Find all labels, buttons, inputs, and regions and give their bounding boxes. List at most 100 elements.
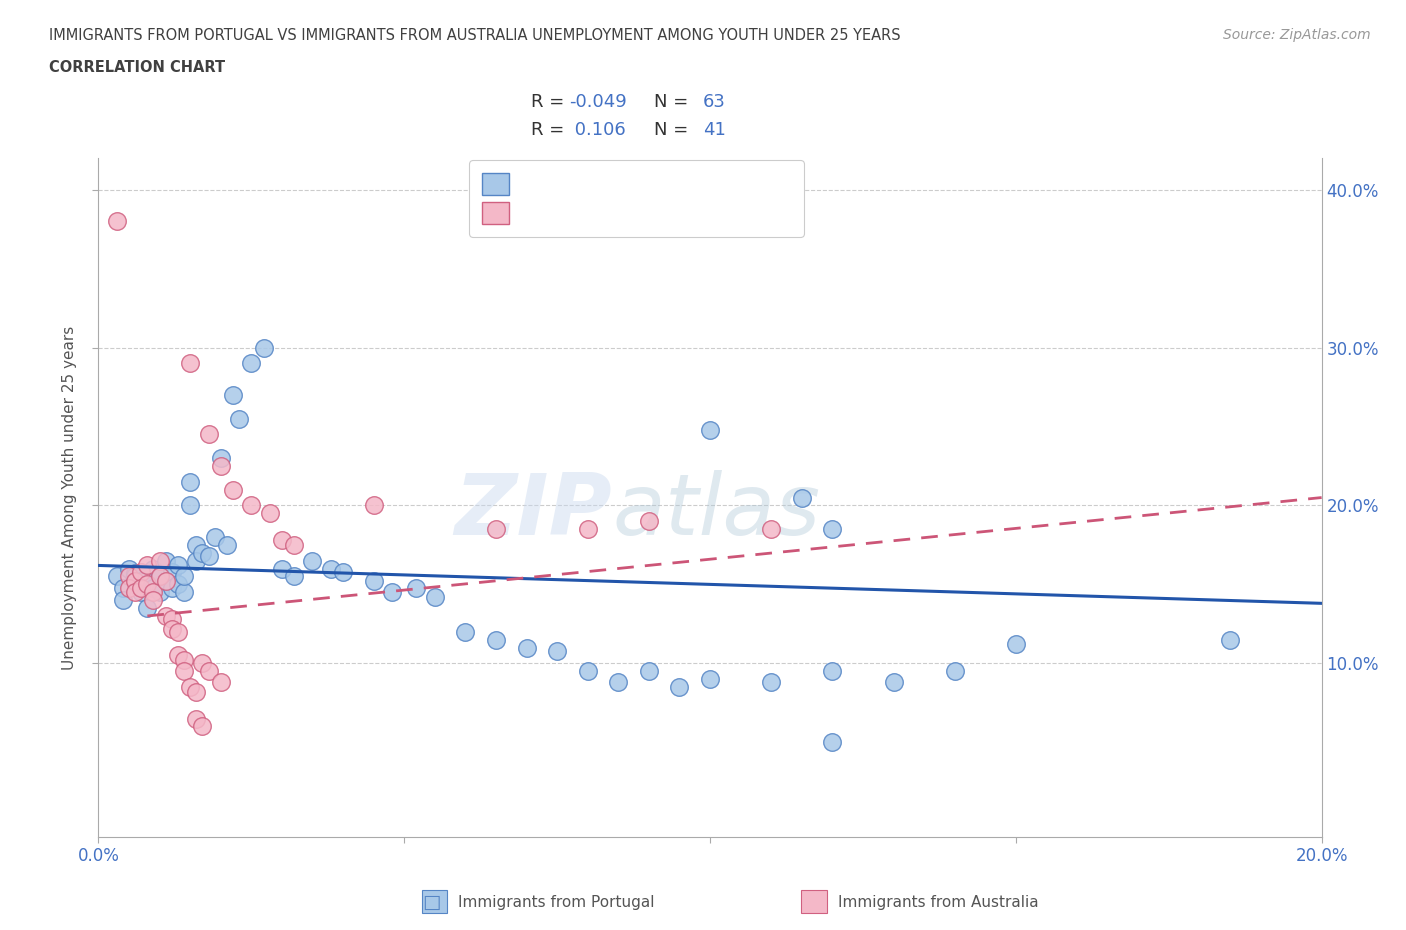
Point <box>215 538 238 552</box>
Point <box>821 735 844 750</box>
Text: 41: 41 <box>703 121 725 140</box>
Point <box>228 411 250 426</box>
Point <box>283 538 305 552</box>
Legend: R =  dummy1   N =  dummy1, R =  dummy2   N =  dummy2: R = dummy1 N = dummy1, R = dummy2 N = du… <box>470 160 804 237</box>
Point <box>173 664 195 679</box>
Point <box>149 553 172 568</box>
Point <box>129 565 152 579</box>
Point <box>1004 637 1026 652</box>
Text: 0.106: 0.106 <box>569 121 626 140</box>
Text: atlas: atlas <box>612 470 820 552</box>
Point <box>186 553 208 568</box>
Point <box>454 624 477 639</box>
Point <box>136 577 159 591</box>
Point <box>129 574 152 589</box>
Point <box>222 388 245 403</box>
Text: ZIP: ZIP <box>454 470 612 552</box>
Point <box>259 506 281 521</box>
Point <box>149 569 172 584</box>
Point <box>111 580 134 595</box>
Point <box>423 590 446 604</box>
Point <box>142 561 165 576</box>
Point <box>160 612 183 627</box>
Point <box>124 585 146 600</box>
Point <box>179 680 201 695</box>
Point <box>111 592 134 607</box>
Point <box>124 569 146 584</box>
Point <box>149 569 172 584</box>
Point <box>759 522 782 537</box>
Point <box>173 653 195 668</box>
Point <box>790 490 813 505</box>
Point <box>179 474 201 489</box>
Point <box>167 558 190 573</box>
Point <box>160 580 183 595</box>
Point <box>118 561 141 576</box>
Point <box>883 675 905 690</box>
Point <box>124 574 146 589</box>
Point <box>118 580 141 595</box>
Point <box>129 580 152 595</box>
Point <box>363 574 385 589</box>
Point <box>136 577 159 591</box>
Point <box>319 561 342 576</box>
Point <box>142 592 165 607</box>
Point <box>160 621 183 636</box>
Point <box>173 585 195 600</box>
Point <box>209 451 232 466</box>
Point <box>381 585 404 600</box>
Point <box>270 533 292 548</box>
Point <box>252 340 274 355</box>
Point <box>222 483 245 498</box>
Point <box>155 574 177 589</box>
Point <box>270 561 292 576</box>
Point <box>332 565 354 579</box>
Point <box>173 569 195 584</box>
Point <box>197 664 219 679</box>
Text: □: □ <box>422 893 440 911</box>
Text: CORRELATION CHART: CORRELATION CHART <box>49 60 225 75</box>
Point <box>186 684 208 699</box>
Point <box>485 522 508 537</box>
Point <box>204 529 226 544</box>
Point <box>759 675 782 690</box>
Text: Immigrants from Australia: Immigrants from Australia <box>838 895 1039 910</box>
Point <box>405 580 427 595</box>
Point <box>186 538 208 552</box>
Y-axis label: Unemployment Among Youth under 25 years: Unemployment Among Youth under 25 years <box>62 326 77 670</box>
Point <box>699 422 721 437</box>
Point <box>136 601 159 616</box>
Text: N =: N = <box>654 121 688 140</box>
Text: IMMIGRANTS FROM PORTUGAL VS IMMIGRANTS FROM AUSTRALIA UNEMPLOYMENT AMONG YOUTH U: IMMIGRANTS FROM PORTUGAL VS IMMIGRANTS F… <box>49 28 901 43</box>
Point <box>155 574 177 589</box>
Point <box>637 664 661 679</box>
Text: N =: N = <box>654 93 688 112</box>
Text: 63: 63 <box>703 93 725 112</box>
Point <box>209 675 232 690</box>
Point <box>105 214 128 229</box>
Point <box>240 498 263 512</box>
Point <box>576 522 599 537</box>
Point <box>668 680 690 695</box>
Point <box>699 671 721 686</box>
Point <box>136 558 159 573</box>
Point <box>149 585 172 600</box>
Point <box>167 648 190 663</box>
Text: R =: R = <box>531 93 564 112</box>
Point <box>191 656 214 671</box>
Point <box>209 458 232 473</box>
Point <box>821 522 844 537</box>
Point <box>240 356 263 371</box>
Point <box>191 719 214 734</box>
Point <box>129 585 152 600</box>
Point <box>301 553 323 568</box>
Point <box>197 427 219 442</box>
Point <box>485 632 508 647</box>
Point <box>142 580 165 595</box>
Point <box>516 640 538 655</box>
Point <box>105 569 128 584</box>
Point <box>197 549 219 564</box>
Text: Immigrants from Portugal: Immigrants from Portugal <box>458 895 655 910</box>
Point <box>142 585 165 600</box>
Point <box>943 664 966 679</box>
